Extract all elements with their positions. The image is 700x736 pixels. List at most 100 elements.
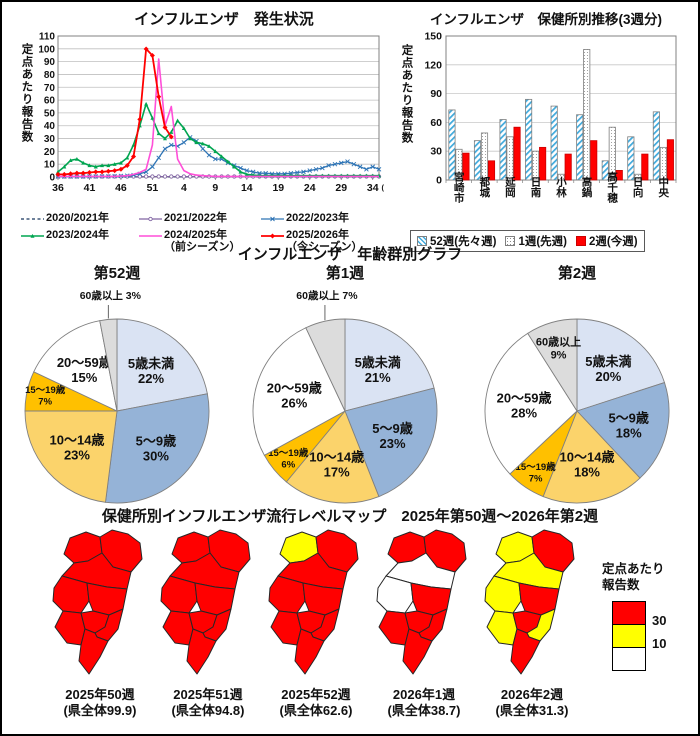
svg-text:0: 0: [436, 175, 442, 187]
svg-text:20～59歳: 20～59歳: [267, 381, 322, 396]
legend-note: （今シーズン）: [286, 241, 363, 254]
svg-text:10～14歳: 10～14歳: [560, 449, 615, 464]
legend-item-season-2024-2025: 2024/2025年 （前シーズン）: [138, 229, 260, 254]
svg-text:90: 90: [430, 88, 442, 100]
svg-text:17%: 17%: [324, 465, 350, 480]
map-caption: 2026年1週: [392, 687, 456, 702]
svg-text:21%: 21%: [365, 370, 391, 385]
legend-swatch-2020-2021: [21, 218, 44, 220]
map-subcaption: (県全体94.8): [171, 702, 245, 718]
map-panel-2026w2: 2026年2週 (県全体31.3): [480, 522, 584, 718]
svg-text:日南: 日南: [529, 177, 541, 199]
map-2025w52: [268, 529, 359, 675]
legend-label: 2021/2022年: [164, 212, 227, 224]
bar-chart-legend: 52週(先々週) 1週(先週) 2週(今週): [410, 230, 645, 252]
svg-text:23%: 23%: [380, 436, 406, 451]
svg-text:7%: 7%: [38, 396, 52, 407]
svg-text:50: 50: [43, 108, 55, 119]
svg-text:30: 30: [43, 134, 55, 145]
map-legend-box-white: [612, 647, 646, 672]
legend-label: 2022/2023年: [286, 212, 349, 224]
svg-text:20～59歳: 20～59歳: [497, 390, 552, 405]
svg-text:100: 100: [38, 44, 55, 55]
bar-legend-label: 52週(先々週): [430, 236, 497, 248]
bar-legend-swatch-week1: [505, 236, 516, 246]
map-legend: 定点あたり 報告数 30 10: [602, 562, 694, 672]
svg-text:90: 90: [43, 57, 55, 68]
svg-text:10: 10: [43, 160, 55, 171]
svg-text:高鍋: 高鍋: [580, 176, 592, 199]
bar-legend-label: 1週(先週): [518, 236, 568, 248]
svg-text:延岡: 延岡: [503, 176, 515, 199]
map-panel-2025w50: 2025年50週 (県全体99.9): [48, 522, 152, 718]
svg-text:5歳未満: 5歳未満: [585, 354, 631, 369]
bar-chart-panel: インフルエンザ 保健所別推移(3週分) 定点あたり報告数 0 30 60 90 120 1…: [398, 8, 694, 252]
pie-panel-week2: 第2週 5歳未満 20% 5～9歳 18% 10～14歳 18% 15～19歳 7% 20～59…: [464, 262, 690, 518]
svg-text:5～9歳: 5～9歳: [136, 434, 176, 449]
bar-legend-label: 2週(今週): [589, 236, 638, 248]
svg-text:60歳以上 7%: 60歳以上 7%: [296, 289, 358, 302]
map-legend-box-yellow: [612, 624, 646, 649]
legend-item-season-2025-2026: 2025/2026年 （今シーズン）: [260, 229, 378, 254]
legend-item-season-2020-2021: 2020/2021年: [20, 212, 138, 225]
svg-text:19: 19: [272, 182, 284, 194]
map-row: 2025年50週 (県全体99.9) 2025年51週 (県全体94.8) 20…: [48, 522, 584, 718]
legend-label: 2024/2025年: [164, 228, 227, 241]
legend-note: （前シーズン）: [164, 241, 241, 254]
map-legend-value-10: 10: [652, 636, 667, 652]
svg-text:(週): (週): [381, 183, 384, 192]
map-2026w2: [484, 529, 575, 675]
line-chart-legend: 2020/2021年 2021/2022年 2022/2023年 2023/20…: [20, 212, 396, 254]
svg-text:5～9歳: 5～9歳: [608, 410, 648, 425]
map-legend-box-red: [612, 601, 646, 626]
line-chart-y-axis-label: 定点あたり報告数: [20, 43, 33, 143]
legend-swatch-2023-2024: [21, 233, 44, 238]
svg-text:51: 51: [146, 182, 158, 194]
svg-text:7%: 7%: [529, 473, 543, 484]
svg-text:14: 14: [240, 182, 252, 194]
svg-text:9: 9: [212, 182, 218, 194]
legend-label: 2020/2021年: [46, 212, 109, 224]
svg-text:150: 150: [424, 31, 442, 43]
svg-text:10～14歳: 10～14歳: [50, 432, 105, 447]
svg-text:5～9歳: 5～9歳: [372, 421, 412, 436]
bar-chart-y-axis-label: 定点あたり報告数: [400, 44, 413, 144]
svg-text:41: 41: [83, 182, 95, 194]
svg-text:日向: 日向: [631, 177, 643, 199]
svg-text:9%: 9%: [551, 349, 567, 361]
legend-swatch-2024-2025: [139, 234, 162, 237]
svg-text:60歳以上 3%: 60歳以上 3%: [80, 289, 142, 302]
map-2025w50: [52, 529, 143, 675]
svg-text:18%: 18%: [574, 464, 600, 479]
legend-item-season-2023-2024: 2023/2024年: [20, 229, 138, 254]
svg-text:46: 46: [115, 182, 127, 194]
svg-text:15～19歳: 15～19歳: [268, 447, 309, 459]
svg-text:高千穂: 高千穂: [606, 170, 618, 203]
svg-text:22%: 22%: [138, 371, 164, 386]
pie-panel-week52: 第52週 5歳未満 22% 5～9歳 30% 10～14歳 23% 15～19歳 7% 20～5…: [4, 262, 230, 518]
svg-text:18%: 18%: [616, 425, 642, 440]
svg-text:15～19歳: 15～19歳: [25, 384, 66, 396]
map-legend-value-30: 30: [652, 613, 667, 629]
bar-legend-item-week1: 1週(先週): [505, 233, 567, 249]
legend-swatch-2025-2026: [261, 233, 284, 239]
map-panel-2025w52: 2025年52週 (県全体62.6): [264, 522, 368, 718]
legend-item-season-2022-2023: 2022/2023年: [260, 212, 378, 225]
svg-text:26%: 26%: [281, 396, 307, 411]
bar-chart-plot: 0 30 60 90 120 150 宮崎市 都城 延岡 日南 小林 高鍋 高千穂 日向 中央: [424, 31, 676, 203]
map-panel-2026w1: 2026年1週 (県全体38.7): [372, 522, 476, 718]
bar-legend-item-week2: 2週(今週): [576, 233, 638, 249]
svg-text:110: 110: [38, 32, 55, 43]
map-subcaption: (県全体62.6): [279, 702, 353, 718]
map-caption: 2025年52週: [281, 687, 351, 702]
pie-week52-title: 第52週: [93, 265, 141, 282]
map-caption: 2026年2週: [500, 687, 564, 702]
svg-text:70: 70: [43, 83, 55, 94]
svg-text:15～19歳: 15～19歳: [516, 461, 557, 473]
map-legend-title-line1: 定点あたり: [602, 562, 665, 576]
line-chart-title: インフルエンザ 発生状況: [134, 11, 314, 28]
svg-text:中央: 中央: [657, 176, 669, 199]
